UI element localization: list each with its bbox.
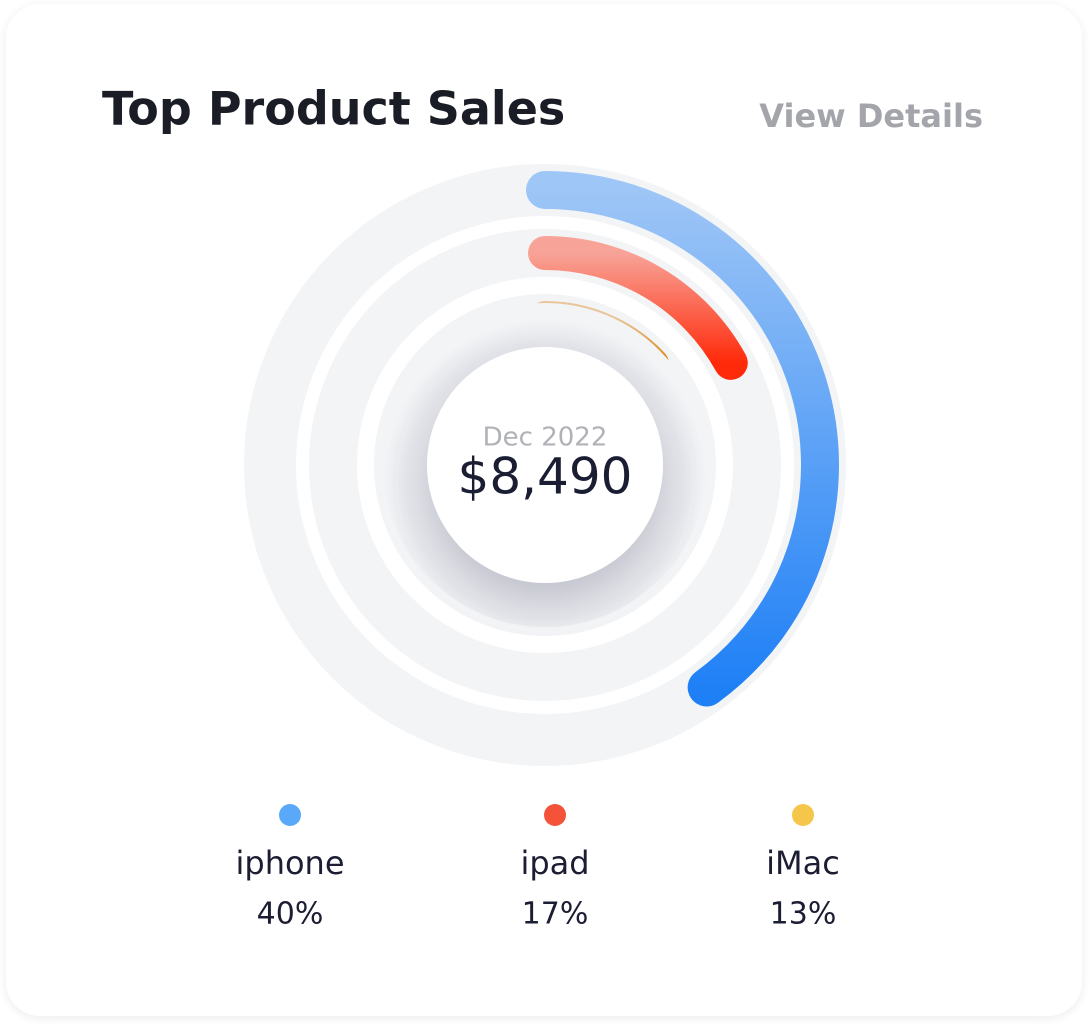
center-value: $8,490 (458, 448, 633, 506)
legend-label: ipad (520, 844, 589, 882)
legend-label: iMac (766, 844, 840, 882)
legend: iphone 40% ipad 17% iMac 13% (235, 804, 840, 932)
legend-dot (279, 804, 301, 826)
legend-label: iphone (235, 844, 344, 882)
ring-bar (528, 236, 748, 380)
legend-value: 17% (522, 897, 589, 932)
ring-bar (526, 171, 839, 707)
view-details-link[interactable]: View Details (759, 97, 983, 135)
legend-dot (544, 804, 566, 826)
legend-value: 13% (770, 897, 837, 932)
legend-value: 40% (257, 897, 324, 932)
center-disc (427, 347, 663, 583)
legend-dot (792, 804, 814, 826)
chart-title: Top Product Sales (102, 82, 565, 136)
center-caption: Dec 2022 (483, 423, 608, 453)
